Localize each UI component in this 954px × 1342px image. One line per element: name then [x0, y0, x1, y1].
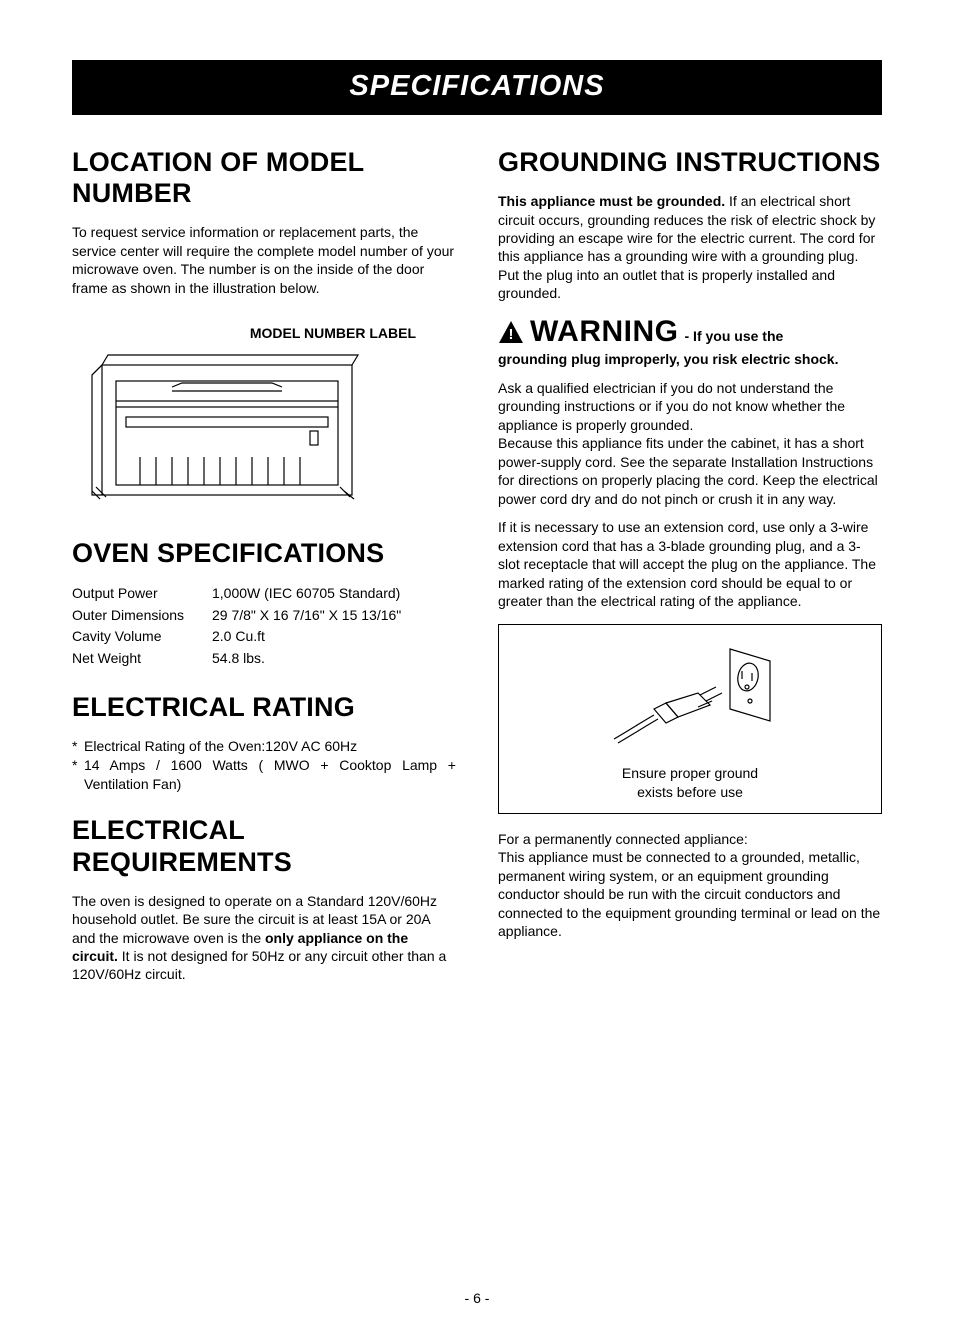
heading-electrical-requirements: ELECTRICAL REQUIREMENTS [72, 815, 456, 877]
paragraph-extension-cord: If it is necessary to use an extension c… [498, 518, 882, 610]
heading-oven-specs: OVEN SPECIFICATIONS [72, 538, 456, 569]
section-banner: SPECIFICATIONS [72, 60, 882, 115]
specs-value: 54.8 lbs. [212, 648, 456, 670]
list-item: * Electrical Rating of the Oven:120V AC … [72, 737, 456, 756]
asterisk-icon: * [72, 737, 84, 756]
specs-label: Output Power [72, 583, 212, 605]
two-column-layout: LOCATION OF MODEL NUMBER To request serv… [72, 147, 882, 994]
plug-outlet-icon [570, 643, 810, 753]
specs-row: Outer Dimensions 29 7/8" X 16 7/16" X 15… [72, 605, 456, 627]
heading-grounding-instructions: GROUNDING INSTRUCTIONS [498, 147, 882, 178]
oven-illustration-icon [72, 347, 382, 507]
text-run: If an electrical short circuit occurs, g… [498, 193, 875, 301]
specs-table: Output Power 1,000W (IEC 60705 Standard)… [72, 583, 456, 670]
list-item: * 14 Amps / 1600 Watts ( MWO + Cooktop L… [72, 756, 456, 794]
svg-text:!: ! [509, 326, 514, 343]
specs-value: 29 7/8" X 16 7/16" X 15 13/16" [212, 605, 456, 627]
page: SPECIFICATIONS LOCATION OF MODEL NUMBER … [0, 0, 954, 1342]
warning-line2: grounding plug improperly, you risk elec… [498, 351, 882, 367]
grounding-diagram-box: Ensure proper ground exists before use [498, 624, 882, 813]
grounding-caption: Ensure proper ground exists before use [509, 764, 871, 800]
specs-value: 1,000W (IEC 60705 Standard) [212, 583, 456, 605]
asterisk-icon: * [72, 756, 84, 794]
paragraph-grounding-intro: This appliance must be grounded. If an e… [498, 192, 882, 303]
paragraph-electrical-requirements: The oven is designed to operate on a Sta… [72, 892, 456, 984]
specs-row: Net Weight 54.8 lbs. [72, 648, 456, 670]
warning-header: ! WARNING - If you use the [498, 315, 882, 349]
list-item-text: Electrical Rating of the Oven:120V AC 60… [84, 737, 456, 756]
text-run-bold: This appliance must be grounded. [498, 193, 725, 209]
text-run: It is not designed for 50Hz or any circu… [72, 948, 446, 982]
warning-word: WARNING [530, 315, 679, 349]
warning-triangle-icon: ! [498, 320, 524, 344]
paragraph-warning-followup: Ask a qualified electrician if you do no… [498, 379, 882, 508]
specs-label: Outer Dimensions [72, 605, 212, 627]
page-number: - 6 - [0, 1290, 954, 1306]
paragraph-location-body: To request service information or replac… [72, 223, 456, 297]
electrical-rating-list: * Electrical Rating of the Oven:120V AC … [72, 737, 456, 794]
heading-electrical-rating: ELECTRICAL RATING [72, 692, 456, 723]
specs-row: Output Power 1,000W (IEC 60705 Standard) [72, 583, 456, 605]
list-item-text: 14 Amps / 1600 Watts ( MWO + Cooktop Lam… [84, 756, 456, 794]
left-column: LOCATION OF MODEL NUMBER To request serv… [72, 147, 456, 994]
model-number-label-caption: MODEL NUMBER LABEL [72, 325, 416, 341]
specs-label: Net Weight [72, 648, 212, 670]
warning-tail-text: - If you use the [685, 328, 784, 344]
right-column: GROUNDING INSTRUCTIONS This appliance mu… [498, 147, 882, 994]
oven-diagram [72, 347, 456, 512]
specs-value: 2.0 Cu.ft [212, 626, 456, 648]
specs-label: Cavity Volume [72, 626, 212, 648]
paragraph-permanent-connection: For a permanently connected appliance: T… [498, 830, 882, 941]
specs-row: Cavity Volume 2.0 Cu.ft [72, 626, 456, 648]
heading-location-model: LOCATION OF MODEL NUMBER [72, 147, 456, 209]
